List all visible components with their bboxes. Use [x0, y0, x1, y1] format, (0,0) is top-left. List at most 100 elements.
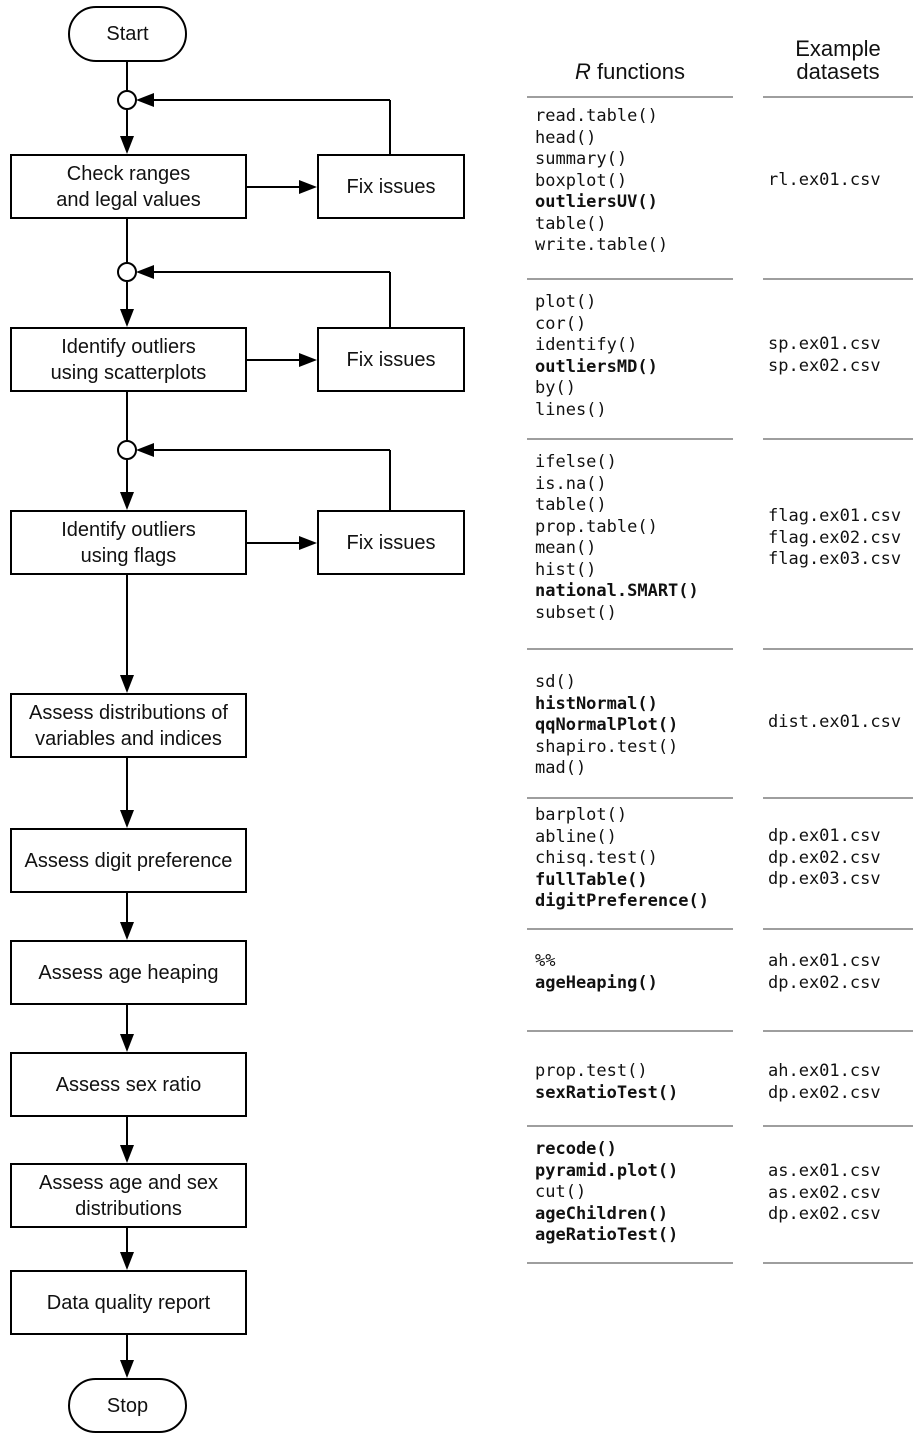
r-function-name: national.SMART(): [535, 581, 699, 601]
functions-column-rule: [527, 1262, 733, 1264]
r-function-name: fullTable(): [535, 869, 648, 890]
r-functions-list: barplot() abline() chisq.test() fullTable()…: [535, 805, 709, 913]
r-function-name: hist(): [535, 559, 597, 580]
r-function-name: summary(): [535, 149, 628, 169]
functions-column-rule: [527, 648, 733, 650]
dataset-name: dp.ex02.csv: [768, 1082, 881, 1103]
r-function-name: sd(): [535, 672, 576, 692]
step-digit-preference: Assess digit preference: [10, 828, 247, 893]
functions-column-rule: [527, 438, 733, 440]
functions-column-rule: [527, 1125, 733, 1127]
dataset-name: dp.ex02.csv: [768, 847, 881, 868]
datasets-column-rule: [763, 928, 913, 930]
r-function-name: ifelse(): [535, 452, 617, 472]
dataset-name: rl.ex01.csv: [768, 170, 881, 190]
stop-node: Stop: [68, 1378, 187, 1433]
r-functions-list: sd() histNormal() qqNormalPlot() shapiro.te…: [535, 672, 678, 780]
example-datasets-list: dp.ex01.csv dp.ex02.csv dp.ex03.csv: [768, 826, 881, 891]
dataset-name: as.ex01.csv: [768, 1161, 881, 1181]
r-function-name: subset(): [535, 602, 617, 623]
dataset-name: sp.ex01.csv: [768, 334, 881, 354]
r-functions-list: plot() cor() identify() outliersMD() by() lin…: [535, 292, 658, 421]
example-datasets-list: dist.ex01.csv: [768, 712, 901, 734]
datasets-column-rule: [763, 1125, 913, 1127]
datasets-column-rule: [763, 438, 913, 440]
r-function-name: prop.table(): [535, 516, 658, 537]
fix-issues-node: Fix issues: [317, 327, 465, 392]
dataset-name: dp.ex01.csv: [768, 826, 881, 846]
step-age-heaping: Assess age heaping: [10, 940, 247, 1005]
functions-column-rule: [527, 797, 733, 799]
r-function-name: %%: [535, 951, 556, 971]
fix-issues-node: Fix issues: [317, 154, 465, 219]
functions-column-rule: [527, 278, 733, 280]
junction-circle: [117, 262, 137, 282]
r-function-name: sexRatioTest(): [535, 1082, 679, 1103]
datasets-column-rule: [763, 1030, 913, 1032]
r-function-name: barplot(): [535, 805, 628, 825]
r-function-name: digitPreference(): [535, 891, 709, 911]
example-datasets-header: Example datasets: [795, 36, 881, 84]
functions-column-rule: [527, 1030, 733, 1032]
datasets-column-rule: [763, 96, 913, 98]
r-function-name: is.na(): [535, 473, 607, 494]
r-function-name: by(): [535, 378, 576, 398]
r-function-name: ageChildren(): [535, 1203, 669, 1224]
step-sex-ratio: Assess sex ratio: [10, 1052, 247, 1117]
r-function-name: shapiro.test(): [535, 736, 679, 757]
r-function-name: boxplot(): [535, 170, 628, 191]
dataset-name: dp.ex02.csv: [768, 972, 881, 993]
datasets-column-rule: [763, 1262, 913, 1264]
r-functions-header: R functions: [527, 60, 733, 83]
r-function-name: cor(): [535, 313, 587, 334]
dataset-name: dp.ex02.csv: [768, 1204, 881, 1224]
step-assess-distributions: Assess distributions of variables and in…: [10, 693, 247, 758]
r-function-name: table(): [535, 495, 607, 515]
r-function-name: cut(): [535, 1182, 587, 1202]
step-data-quality-report: Data quality report: [10, 1270, 247, 1335]
dataset-name: flag.ex03.csv: [768, 549, 902, 569]
dataset-name: ah.ex01.csv: [768, 951, 881, 971]
r-function-name: pyramid.plot(): [535, 1160, 679, 1181]
r-function-name: mean(): [535, 538, 597, 558]
step-check-ranges: Check ranges and legal values: [10, 154, 247, 219]
r-function-name: histNormal(): [535, 693, 658, 714]
dataset-name: flag.ex02.csv: [768, 527, 902, 548]
r-function-name: lines(): [535, 399, 607, 420]
r-function-name: recode(): [535, 1139, 617, 1159]
r-functions-list: ifelse() is.na() table() prop.table() mean()…: [535, 452, 699, 624]
r-function-name: mad(): [535, 758, 587, 778]
step-outliers-flags: Identify outliers using flags: [10, 510, 247, 575]
r-functions-list: recode() pyramid.plot() cut() ageChildren()…: [535, 1139, 678, 1247]
junction-circle: [117, 440, 137, 460]
example-datasets-list: as.ex01.csv as.ex02.csv dp.ex02.csv: [768, 1161, 881, 1226]
dataset-name: as.ex02.csv: [768, 1182, 881, 1203]
r-function-name: write.table(): [535, 235, 669, 255]
functions-column-rule: [527, 928, 733, 930]
r-functions-list: %% ageHeaping(): [535, 951, 658, 994]
example-datasets-list: ah.ex01.csv dp.ex02.csv: [768, 951, 881, 994]
junction-circle: [117, 90, 137, 110]
example-datasets-list: rl.ex01.csv: [768, 170, 881, 192]
r-function-name: outliersMD(): [535, 356, 658, 377]
step-age-sex-distributions: Assess age and sex distributions: [10, 1163, 247, 1228]
step-outliers-scatterplots: Identify outliers using scatterplots: [10, 327, 247, 392]
r-function-name: identify(): [535, 335, 638, 355]
r-function-name: plot(): [535, 292, 597, 312]
datasets-column-rule: [763, 648, 913, 650]
example-datasets-list: sp.ex01.csv sp.ex02.csv: [768, 334, 881, 377]
example-datasets-list: ah.ex01.csv dp.ex02.csv: [768, 1061, 881, 1104]
dataset-name: dp.ex03.csv: [768, 869, 881, 889]
r-functions-list: prop.test() sexRatioTest(): [535, 1061, 678, 1104]
r-function-name: qqNormalPlot(): [535, 715, 679, 735]
datasets-column-rule: [763, 797, 913, 799]
fix-issues-node: Fix issues: [317, 510, 465, 575]
start-node: Start: [68, 6, 187, 62]
r-function-name: read.table(): [535, 106, 658, 126]
functions-column-rule: [527, 96, 733, 98]
dataset-name: dist.ex01.csv: [768, 712, 902, 732]
r-function-name: head(): [535, 127, 597, 148]
r-function-name: chisq.test(): [535, 848, 658, 868]
dataset-name: flag.ex01.csv: [768, 506, 902, 526]
